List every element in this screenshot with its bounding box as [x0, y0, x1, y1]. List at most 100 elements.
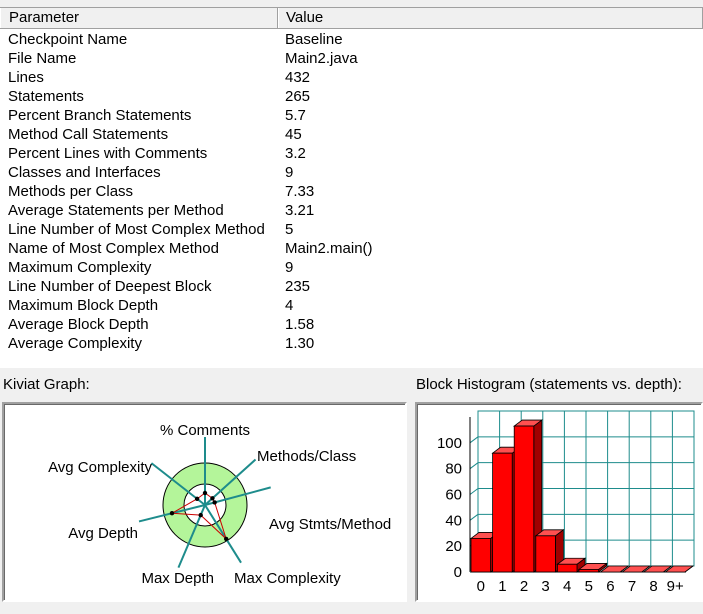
- table-row[interactable]: Statements 265: [0, 87, 703, 106]
- parameter-cell: Average Block Depth: [8, 316, 149, 333]
- kiviat-axis-label: Avg Complexity: [48, 459, 152, 476]
- column-header-parameter[interactable]: Parameter: [0, 8, 278, 28]
- histogram-bar: [577, 562, 608, 573]
- kiviat-axis-label: Max Complexity: [234, 570, 341, 587]
- table-row[interactable]: Lines 432: [0, 68, 703, 87]
- histogram-title: Block Histogram (statements vs. depth):: [416, 376, 682, 393]
- parameter-cell: Maximum Complexity: [8, 259, 152, 276]
- table-row[interactable]: File Name Main2.java: [0, 49, 703, 68]
- kiviat-point: [169, 511, 175, 516]
- kiviat-title: Kiviat Graph:: [3, 376, 90, 393]
- parameter-cell: Statements: [8, 88, 84, 105]
- histogram-grid-line: [469, 462, 479, 470]
- kiviat-axis-label: Avg Stmts/Method: [269, 516, 391, 533]
- parameter-cell: Percent Lines with Comments: [8, 145, 208, 162]
- histogram-y-tick-label: 0: [454, 564, 462, 581]
- parameter-cell: File Name: [8, 50, 77, 67]
- kiviat-graph-panel: % Comments Methods/Class Avg Stmts/Method M…: [2, 402, 407, 602]
- histogram-bar: [556, 557, 587, 573]
- table-row[interactable]: Percent Branch Statements 5.7: [0, 106, 703, 125]
- histogram-y-tick-label: 100: [437, 435, 462, 452]
- histogram-grid-line: [469, 436, 479, 444]
- kiviat-axis-label: Max Depth: [141, 570, 214, 587]
- table-row[interactable]: Checkpoint Name Baseline: [0, 30, 703, 49]
- value-cell: Main2.java: [285, 50, 358, 67]
- table-row[interactable]: Average Block Depth 1.58: [0, 315, 703, 334]
- kiviat-point: [202, 490, 208, 496]
- table-row[interactable]: Line Number of Deepest Block 235: [0, 277, 703, 296]
- histogram-x-tick-label: 4: [563, 578, 571, 595]
- parameter-cell: Line Number of Most Complex Method: [8, 221, 265, 238]
- table-row[interactable]: Name of Most Complex Method Main2.main(): [0, 239, 703, 258]
- table-row[interactable]: Classes and Interfaces 9: [0, 163, 703, 182]
- kiviat-graph: % Comments Methods/Class Avg Stmts/Method M…: [48, 422, 391, 587]
- table-row[interactable]: Percent Lines with Comments 3.2: [0, 144, 703, 163]
- kiviat-point: [194, 496, 200, 502]
- table-row[interactable]: Method Call Statements 45: [0, 125, 703, 144]
- table-row[interactable]: Maximum Complexity 9: [0, 258, 703, 277]
- table-row[interactable]: Line Number of Most Complex Method 5: [0, 220, 703, 239]
- parameter-cell: Average Complexity: [8, 335, 142, 352]
- histogram-x-tick-label: 6: [606, 578, 614, 595]
- parameter-cell: Percent Branch Statements: [8, 107, 192, 124]
- histogram-x-tick-label: 2: [520, 578, 528, 595]
- table-header: Parameter Value: [0, 8, 703, 29]
- value-cell: 5: [285, 221, 294, 238]
- column-header-value[interactable]: Value: [278, 8, 703, 28]
- value-cell: 235: [285, 278, 311, 295]
- histogram-bar: [620, 565, 652, 573]
- value-cell: 3.2: [285, 145, 306, 162]
- value-cell: 7.33: [285, 183, 315, 200]
- block-histogram-panel: 0 20 40 60 80 100 0 1 2 3 4 5 6 7 8 9+: [415, 402, 703, 602]
- parameter-cell: Checkpoint Name: [8, 31, 128, 48]
- value-cell: 432: [285, 69, 311, 86]
- parameter-cell: Name of Most Complex Method: [8, 240, 219, 257]
- parameter-cell: Lines: [8, 69, 44, 86]
- parameter-cell: Average Statements per Method: [8, 202, 224, 219]
- histogram-x-tick-label: 9+: [667, 578, 684, 595]
- value-cell: 4: [285, 297, 294, 314]
- value-cell: 3.21: [285, 202, 315, 219]
- histogram-bar: [642, 565, 673, 573]
- value-cell: 265: [285, 88, 311, 105]
- histogram-y-tick-label: 60: [445, 487, 462, 504]
- kiviat-point: [210, 496, 215, 501]
- value-cell: 9: [285, 164, 294, 181]
- histogram-y-tick-label: 40: [445, 512, 462, 529]
- histogram-grid-line: [469, 513, 479, 521]
- parameter-cell: Line Number of Deepest Block: [8, 278, 212, 295]
- table-row[interactable]: Methods per Class 7.33: [0, 182, 703, 201]
- histogram-bar: [664, 565, 695, 573]
- value-cell: 5.7: [285, 107, 306, 124]
- histogram-x-tick-label: 1: [498, 578, 506, 595]
- kiviat-axis-label: % Comments: [160, 422, 250, 439]
- kiviat-point: [223, 536, 229, 542]
- table-row[interactable]: Average Complexity 1.30: [0, 334, 703, 353]
- metrics-table: Parameter Value Checkpoint Name Baseline F…: [0, 7, 703, 368]
- parameter-cell: Classes and Interfaces: [8, 164, 161, 181]
- value-cell: 9: [285, 259, 294, 276]
- kiviat-spoke: [204, 504, 242, 564]
- kiviat-point: [212, 500, 217, 505]
- histogram-y-tick-label: 20: [445, 538, 462, 555]
- parameter-cell: Method Call Statements: [8, 126, 169, 143]
- parameter-cell: Methods per Class: [8, 183, 134, 200]
- histogram-x-tick-label: 5: [585, 578, 593, 595]
- value-cell: Baseline: [285, 31, 343, 48]
- value-cell: Main2.main(): [285, 240, 373, 257]
- histogram-x-tick-label: 0: [477, 578, 485, 595]
- table-body: Checkpoint Name Baseline File Name Main2.ja…: [0, 30, 703, 353]
- histogram-x-tick-label: 3: [541, 578, 549, 595]
- value-cell: 1.58: [285, 316, 315, 333]
- histogram-bar: [534, 529, 565, 573]
- histogram-x-tick-label: 7: [628, 578, 636, 595]
- histogram-grid-line: [469, 488, 479, 495]
- histogram-bar: [599, 565, 630, 573]
- histogram-x-tick-label: 8: [649, 578, 657, 595]
- table-row[interactable]: Maximum Block Depth 4: [0, 296, 703, 315]
- kiviat-axis-label: Avg Depth: [68, 525, 138, 542]
- table-row[interactable]: Average Statements per Method 3.21: [0, 201, 703, 220]
- value-cell: 45: [285, 126, 302, 143]
- parameter-cell: Maximum Block Depth: [8, 297, 159, 314]
